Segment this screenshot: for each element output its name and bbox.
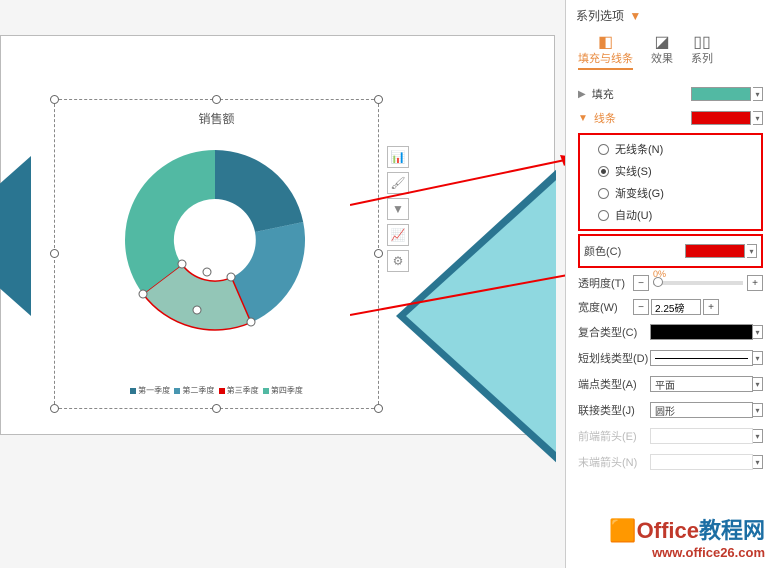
dropdown-icon[interactable]: ▼ [626,9,641,23]
tool-data-icon[interactable]: 📈 [387,224,409,246]
tool-settings-icon[interactable]: ⚙ [387,250,409,272]
highlight-box-linetype: 无线条(N) 实线(S) 渐变线(G) 自动(U) [578,133,763,231]
dropdown-icon[interactable]: ▾ [747,244,757,258]
fill-section[interactable]: ▶ 填充 ▾ [578,82,763,106]
tool-brush-icon[interactable]: 🖌 [387,172,409,194]
decrement-button[interactable]: − [633,275,649,291]
line-section[interactable]: ▼ 线条 ▾ [578,106,763,130]
format-panel: 系列选项 ▼ ◧填充与线条 ◪效果 ▯▯系列 ▶ 填充 ▾ ▼ 线条 ▾ 无线条… [565,0,775,568]
compound-type-row: 复合类型(C) ▾ [578,319,763,345]
decor-triangle-right [396,156,556,476]
chevron-icon: ▼ [578,113,588,124]
chart-tools-floating: 📊 🖌 ▼ 📈 ⚙ [387,146,411,276]
join-select[interactable]: 圆形 [650,402,753,418]
tab-fill-line[interactable]: ◧填充与线条 [578,32,633,70]
compound-select[interactable] [650,324,753,340]
chevron-icon: ▶ [578,89,586,100]
dropdown-icon[interactable]: ▾ [753,351,763,365]
radio-solid-line[interactable]: 实线(S) [584,160,757,182]
width-input[interactable] [651,299,701,315]
tab-series[interactable]: ▯▯系列 [691,32,713,70]
arrow-start-row: 前端箭头(E) ▾ [578,423,763,449]
tool-filter-icon[interactable]: ▼ [387,198,409,220]
chart-selection[interactable]: 销售额 第一季度 第二季度 第三季度 第四季度 [54,99,379,409]
resize-handle[interactable] [374,95,383,104]
resize-handle[interactable] [50,249,59,258]
color-row: 颜色(C) ▾ [584,239,757,263]
effect-icon: ◪ [654,32,669,50]
width-row: 宽度(W) − + [578,295,763,319]
arrow-end-row: 末端箭头(N) ▾ [578,449,763,475]
decrement-button[interactable]: − [633,299,649,315]
resize-handle[interactable] [212,95,221,104]
chart-legend: 第一季度 第二季度 第三季度 第四季度 [55,385,378,396]
watermark: 🟧Office教程网 www.office26.com [609,513,765,560]
series-icon: ▯▯ [693,32,711,50]
resize-handle[interactable] [374,404,383,413]
resize-handle[interactable] [212,404,221,413]
resize-handle[interactable] [50,95,59,104]
resize-handle[interactable] [374,249,383,258]
dropdown-icon[interactable]: ▾ [753,403,763,417]
increment-button[interactable]: + [747,275,763,291]
dropdown-icon[interactable]: ▾ [753,87,763,101]
dropdown-icon[interactable]: ▾ [753,377,763,391]
dropdown-icon[interactable]: ▾ [753,325,763,339]
transparency-row: 透明度(T) − 0% + [578,271,763,295]
dash-type-row: 短划线类型(D) ▾ [578,345,763,371]
arrow-end-select [650,454,753,470]
resize-handle[interactable] [50,404,59,413]
doughnut-chart[interactable] [110,135,320,345]
dropdown-icon[interactable]: ▾ [753,111,763,125]
arrow-start-select [650,428,753,444]
color-swatch[interactable] [685,244,745,258]
line-swatch[interactable] [691,111,751,125]
chart-title: 销售额 [55,110,378,127]
slide-canvas: 销售额 第一季度 第二季度 第三季度 第四季度 📊 🖌 ▼ [0,35,555,435]
tool-chart-icon[interactable]: 📊 [387,146,409,168]
logo-icon: 🟧 [609,518,636,543]
increment-button[interactable]: + [703,299,719,315]
panel-tabs: ◧填充与线条 ◪效果 ▯▯系列 [566,28,775,78]
decor-triangle-left [0,156,31,316]
fill-swatch[interactable] [691,87,751,101]
panel-header[interactable]: 系列选项 ▼ [566,0,775,28]
dropdown-icon: ▾ [753,455,763,469]
paint-icon: ◧ [598,32,613,50]
dropdown-icon: ▾ [753,429,763,443]
highlight-box-color: 颜色(C) ▾ [578,234,763,268]
radio-auto-line[interactable]: 自动(U) [584,204,757,226]
transparency-slider[interactable]: 0% [653,281,743,285]
radio-no-line[interactable]: 无线条(N) [584,138,757,160]
cap-type-row: 端点类型(A) 平面 ▾ [578,371,763,397]
cap-select[interactable]: 平面 [650,376,753,392]
join-type-row: 联接类型(J) 圆形 ▾ [578,397,763,423]
radio-gradient-line[interactable]: 渐变线(G) [584,182,757,204]
dash-select[interactable] [650,350,753,366]
tab-effect[interactable]: ◪效果 [651,32,673,70]
